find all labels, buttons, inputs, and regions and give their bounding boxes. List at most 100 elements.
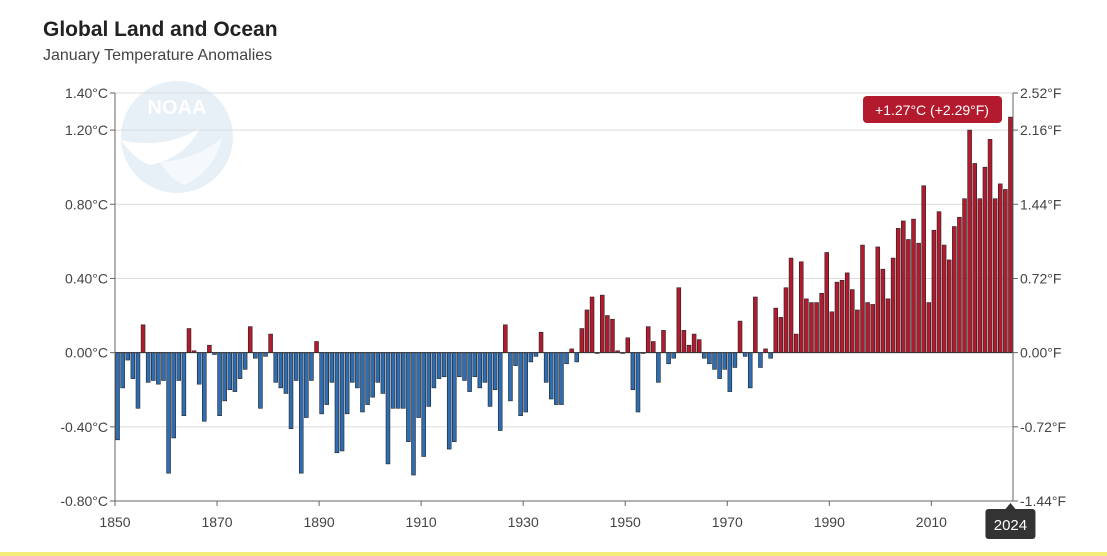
bar	[503, 324, 508, 353]
bar	[584, 309, 590, 353]
bar	[773, 307, 778, 353]
bar	[635, 352, 641, 413]
y-axis-right-labels: 2.52°F 2.16°F 1.44°F 0.72°F 0.00°F -0.72°F -1.…	[1020, 85, 1066, 509]
x-tick-label: 1990	[814, 514, 845, 530]
bar	[293, 352, 299, 381]
bar	[834, 281, 840, 353]
bar	[329, 352, 335, 383]
bar	[441, 352, 447, 378]
bar	[605, 315, 610, 353]
bar	[273, 352, 278, 383]
bar	[844, 272, 850, 353]
bar	[314, 341, 319, 353]
y-tick-label-right: 0.00°F	[1020, 345, 1061, 361]
bar	[355, 352, 360, 389]
bar	[554, 352, 559, 405]
bar	[446, 352, 452, 450]
bar	[809, 302, 814, 353]
y-tick-label-right: 2.16°F	[1020, 122, 1061, 138]
bar	[987, 139, 993, 353]
year-badge-label: 2024	[994, 517, 1027, 534]
x-tick-label: 1910	[406, 514, 437, 530]
bar	[931, 229, 937, 353]
bar	[242, 352, 248, 370]
y-tick-label-left: 0.00°C	[65, 345, 108, 361]
bar	[196, 352, 202, 385]
bar	[875, 246, 881, 353]
y-tick-label-left: -0.40°C	[60, 419, 108, 435]
bar	[717, 352, 722, 379]
bar	[298, 352, 304, 474]
bar	[375, 352, 381, 383]
bar	[819, 292, 824, 353]
bar	[426, 352, 432, 407]
bar	[543, 352, 549, 383]
bar	[753, 296, 758, 353]
bar	[850, 289, 855, 353]
bar	[865, 302, 870, 353]
bar	[793, 333, 799, 353]
bar	[814, 302, 819, 353]
bar	[855, 309, 860, 353]
bar	[890, 257, 896, 353]
bar	[702, 352, 707, 359]
bar	[181, 352, 187, 416]
annotations: 2024 +1.27°C (+2.29°F)	[863, 96, 1036, 539]
bar	[906, 239, 911, 353]
bar	[161, 352, 166, 381]
x-tick-label: 1850	[99, 514, 130, 530]
bar	[804, 298, 809, 353]
chart-title: Global Land and Ocean	[43, 18, 278, 41]
bar	[921, 185, 926, 353]
bar	[982, 166, 988, 353]
bar	[365, 352, 370, 405]
x-axis-labels: 1850 1870 1890 1910 1930 1950 1970 1990 2010	[99, 514, 947, 530]
bar	[431, 352, 437, 389]
bottom-border	[0, 552, 1107, 556]
bar	[457, 352, 462, 378]
bar	[992, 198, 998, 353]
x-tick-label: 1930	[508, 514, 539, 530]
bar	[390, 352, 396, 409]
noaa-logo-icon: NOAA	[121, 81, 233, 193]
axes	[110, 92, 1018, 506]
bar	[610, 318, 615, 353]
bar	[380, 352, 386, 394]
bar	[829, 311, 835, 353]
bar	[283, 352, 289, 394]
bar	[207, 344, 212, 353]
bar	[936, 211, 942, 353]
bar	[742, 352, 748, 357]
bar	[151, 352, 156, 381]
bar	[548, 352, 554, 400]
bar	[962, 198, 967, 353]
bar	[421, 352, 426, 457]
bar	[324, 352, 329, 405]
bar	[559, 352, 564, 405]
y-tick-label-right: 2.52°F	[1020, 85, 1061, 101]
x-tick-label: 1970	[712, 514, 743, 530]
bar	[860, 244, 865, 353]
bar	[712, 352, 717, 370]
bar	[564, 352, 569, 365]
bar	[666, 352, 671, 365]
bar	[737, 320, 743, 353]
bar	[130, 352, 136, 379]
y-tick-label-left: 0.80°C	[65, 196, 108, 212]
bar	[1008, 116, 1013, 353]
bar	[569, 348, 574, 353]
value-callout-label: +1.27°C (+2.29°F)	[875, 102, 989, 118]
bar	[661, 330, 666, 353]
bar	[901, 220, 906, 353]
bar	[462, 352, 467, 381]
bar	[268, 333, 273, 353]
bar	[691, 333, 697, 353]
bar	[589, 296, 595, 353]
year-badge-pointer	[1005, 503, 1016, 509]
bar	[258, 352, 263, 409]
bar	[977, 198, 983, 353]
bar	[824, 252, 830, 353]
bar	[926, 302, 932, 353]
bar	[722, 352, 727, 370]
bar	[747, 352, 753, 389]
